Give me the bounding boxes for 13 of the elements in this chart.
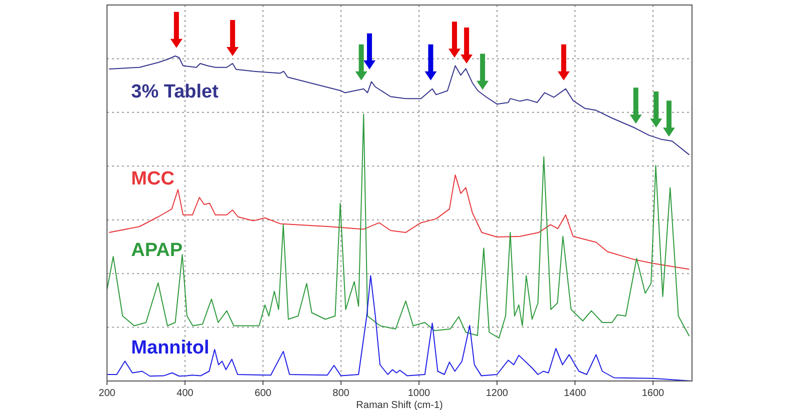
- series-label: APAP: [131, 240, 183, 262]
- x-tick-label: 1000: [408, 388, 431, 399]
- series-label: Mannitol: [131, 338, 210, 359]
- series-label: 3% Tablet: [131, 81, 220, 102]
- x-tick-label: 1400: [564, 388, 587, 399]
- x-axis-title: Raman Shift (cm-1): [356, 400, 443, 410]
- series-label: MCC: [131, 168, 175, 190]
- x-tick-label: 800: [332, 388, 350, 399]
- x-tick-label: 200: [98, 388, 116, 399]
- x-tick-label: 1600: [642, 388, 665, 399]
- x-tick-label: 600: [254, 388, 272, 399]
- x-tick-label: 400: [176, 388, 194, 399]
- x-tick-label: 1200: [486, 388, 509, 399]
